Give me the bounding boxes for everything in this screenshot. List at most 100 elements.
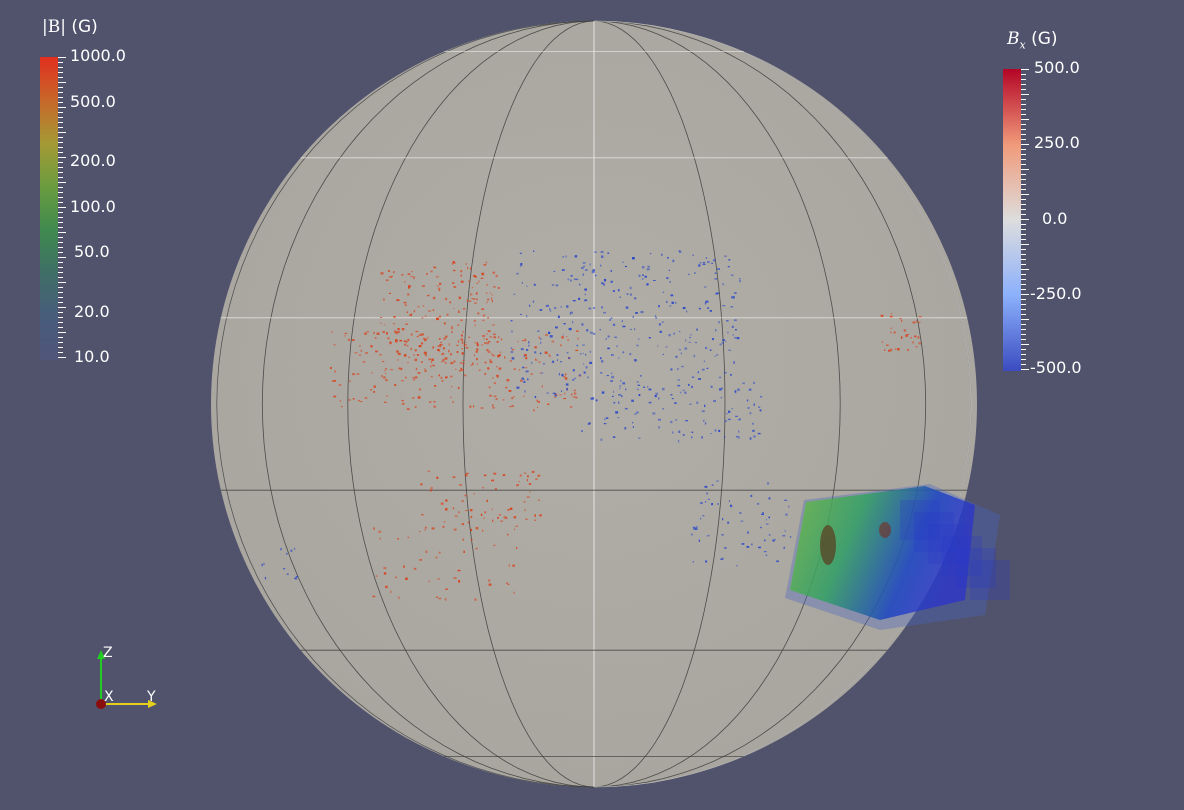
field-speckle xyxy=(736,435,738,438)
field-speckle xyxy=(583,363,585,365)
field-speckle xyxy=(527,475,529,478)
field-speckle xyxy=(618,394,621,396)
field-speckle xyxy=(566,387,568,391)
field-speckle xyxy=(510,320,513,322)
field-speckle xyxy=(537,330,540,332)
field-speckle xyxy=(776,560,779,563)
field-speckle xyxy=(681,365,684,368)
field-speckle xyxy=(463,550,465,553)
field-speckle xyxy=(587,376,589,379)
field-speckle xyxy=(668,334,671,337)
field-speckle xyxy=(538,361,541,363)
magnitude-tick-label: 10.0 xyxy=(74,347,110,366)
field-speckle xyxy=(768,534,771,536)
field-speckle xyxy=(563,398,566,400)
field-speckle xyxy=(714,272,717,274)
field-speckle xyxy=(450,396,452,398)
field-speckle xyxy=(599,328,601,331)
field-speckle xyxy=(610,317,613,319)
field-speckle xyxy=(484,372,487,375)
field-speckle xyxy=(535,358,537,361)
field-speckle xyxy=(423,337,426,340)
field-speckle xyxy=(915,346,918,348)
field-speckle xyxy=(524,338,527,342)
field-speckle xyxy=(452,261,455,264)
field-speckle xyxy=(415,367,418,371)
field-speckle xyxy=(742,382,745,385)
field-speckle xyxy=(476,363,478,365)
field-speckle xyxy=(768,497,771,500)
field-speckle xyxy=(489,359,492,361)
field-speckle xyxy=(721,387,723,390)
field-speckle xyxy=(648,388,652,391)
field-speckle xyxy=(422,305,425,307)
field-speckle xyxy=(523,501,526,503)
field-speckle xyxy=(338,384,342,386)
field-speckle xyxy=(624,427,627,430)
field-speckle xyxy=(445,508,448,511)
magnitude-tick-label: 50.0 xyxy=(74,242,110,261)
field-speckle xyxy=(566,352,569,354)
field-speckle xyxy=(600,264,602,267)
field-speckle xyxy=(491,353,493,355)
field-speckle xyxy=(655,317,657,319)
field-speckle xyxy=(699,262,702,264)
bx-tick-label: 0.0 xyxy=(1042,209,1068,228)
field-speckle xyxy=(622,351,625,354)
field-speckle xyxy=(461,500,464,502)
field-speckle xyxy=(498,287,500,289)
field-speckle xyxy=(575,396,578,399)
field-speckle xyxy=(477,312,480,315)
field-speckle xyxy=(540,338,542,340)
field-speckle xyxy=(442,525,445,528)
field-speckle xyxy=(473,354,475,357)
field-speckle xyxy=(475,292,478,295)
field-speckle xyxy=(685,339,687,342)
field-speckle xyxy=(735,415,738,417)
field-speckle xyxy=(539,514,542,517)
field-speckle xyxy=(500,338,503,341)
field-speckle xyxy=(494,488,497,490)
field-speckle xyxy=(451,386,453,388)
orientation-axes[interactable] xyxy=(90,645,170,715)
field-speckle xyxy=(730,274,734,276)
field-speckle xyxy=(467,521,470,524)
field-speckle xyxy=(488,386,491,389)
field-speckle xyxy=(378,530,382,533)
field-speckle xyxy=(436,285,440,287)
field-speckle xyxy=(636,381,639,383)
field-speckle xyxy=(620,379,622,382)
field-speckle xyxy=(405,577,408,580)
field-speckle xyxy=(629,286,632,290)
field-speckle xyxy=(421,361,423,363)
field-speckle xyxy=(559,394,562,396)
field-speckle xyxy=(647,265,650,268)
field-speckle xyxy=(492,324,495,326)
field-speckle xyxy=(603,311,606,314)
field-speckle xyxy=(452,507,455,510)
field-speckle xyxy=(263,562,265,565)
field-speckle xyxy=(499,351,502,353)
field-speckle xyxy=(546,392,549,394)
field-speckle xyxy=(376,332,380,335)
field-speckle xyxy=(522,395,525,397)
field-speckle xyxy=(523,472,527,474)
field-speckle xyxy=(740,520,744,522)
field-speckle xyxy=(881,341,884,343)
field-speckle xyxy=(380,322,382,325)
field-speckle xyxy=(600,438,603,441)
field-speckle xyxy=(470,528,472,532)
field-speckle xyxy=(613,390,614,393)
field-speckle xyxy=(470,364,473,367)
field-speckle xyxy=(634,328,636,331)
field-speckle xyxy=(424,526,427,529)
field-speckle xyxy=(439,344,442,346)
field-speckle xyxy=(401,328,405,331)
field-speckle xyxy=(899,318,902,320)
field-speckle xyxy=(397,331,400,334)
field-speckle xyxy=(406,408,410,410)
field-speckle xyxy=(414,358,418,362)
field-speckle xyxy=(587,423,590,425)
